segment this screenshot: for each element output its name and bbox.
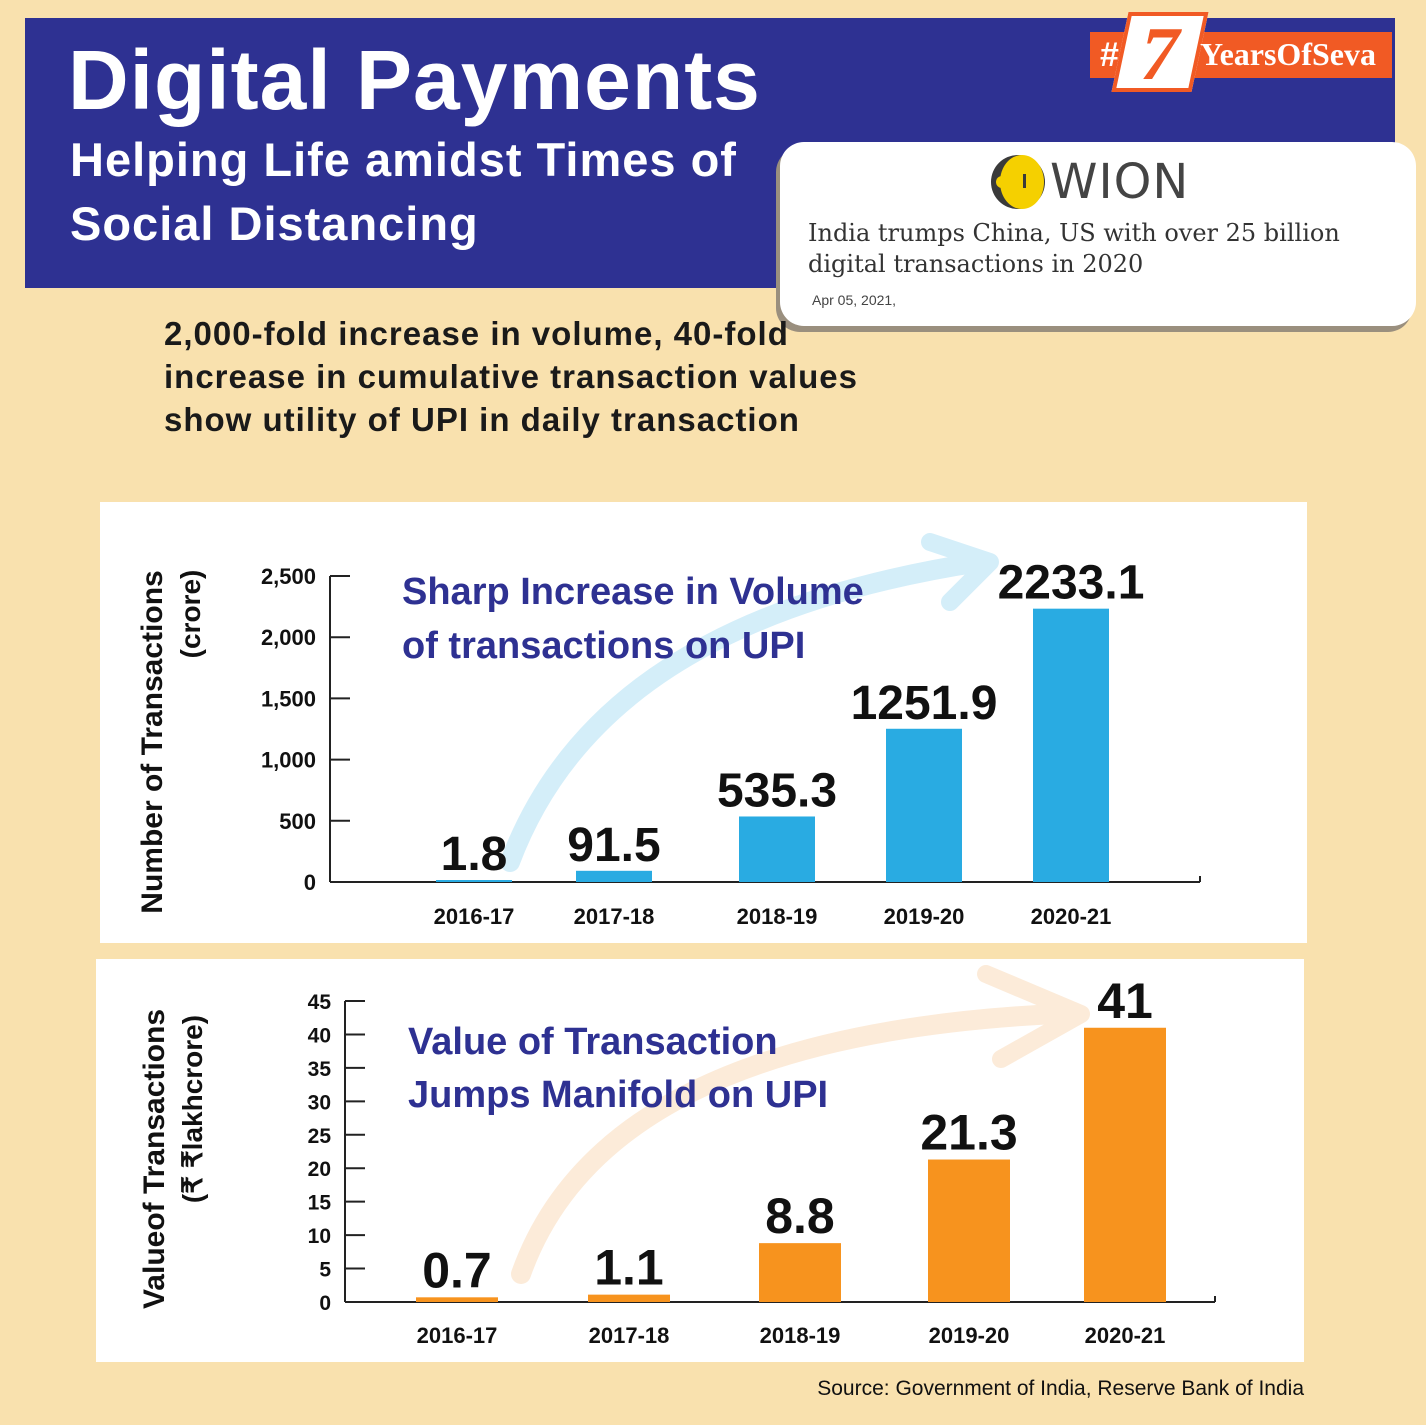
y-tick-label: 40 [308,1024,331,1047]
x-tick-label: 2018-19 [760,1323,841,1348]
badge-hash: # [1100,36,1119,74]
trend-arrow-curve [511,1004,1066,1284]
data-label: 1251.9 [851,677,998,730]
news-headline[interactable]: India trumps China, US with over 25 bill… [808,219,1340,278]
page-title: Digital Payments [68,33,761,127]
page-subtitle: Helping Life amidst Times of Social Dist… [70,133,737,250]
x-tick-label: 2017-18 [574,904,655,929]
value-chart: 0 5 10 15 20 25 30 35 40 45 Valueof Transactions (₹… [138,965,1216,1348]
wion-logo-text: WION [1050,154,1190,210]
x-tick-label: 2016-17 [417,1323,498,1348]
y-tick-label: 1,500 [261,686,316,711]
bar-2016-17 [416,1297,498,1302]
bar-2017-18 [576,870,652,882]
y-axis-label: Valueof Transactions [138,1009,171,1309]
chart-title-line: of transactions on UPI [402,625,805,667]
value-chart-card: 0 5 10 15 20 25 30 35 40 45 Valueof Transactions (₹… [96,959,1304,1362]
bar-2017-18 [588,1294,670,1302]
chart-title-line: Sharp Increase in Volume [402,571,864,613]
x-tick-label: 2016-17 [434,904,515,929]
y-axis-label: Number of Transactions [136,570,169,913]
news-date: Apr 05, 2021, [812,292,897,308]
source-note: Source: Government of India, Reserve Ban… [817,1377,1304,1400]
y-tick-label: 2,000 [261,625,316,650]
data-label: 0.7 [422,1242,492,1298]
bar-2020-21 [1033,608,1109,882]
x-tick-label: 2018-19 [737,904,818,929]
y-tick-label: 30 [308,1091,331,1114]
trend-arrow-head [921,533,999,611]
y-tick-label: 10 [308,1225,331,1248]
y-tick-label: 1,000 [261,748,316,773]
badge-text: YearsOfSeva [1200,36,1376,72]
chart-title-line: Value of Transaction [408,1021,778,1063]
intro-text: 2,000-fold increase in volume, 40-fold i… [164,315,858,438]
y-tick-label: 2,500 [261,564,316,589]
bar-2018-19 [739,816,815,882]
wion-globe-icon [991,155,1045,209]
y-axis-unit: (₹ ₹lakhcrore) [177,1015,208,1203]
y-tick-label: 45 [308,991,332,1014]
y-tick-label: 20 [308,1158,331,1181]
wion-logo: WION [990,152,1189,212]
y-tick-label: 0 [304,870,316,895]
x-tick-label: 2019-20 [929,1323,1010,1348]
y-axis-unit: (crore) [175,570,206,659]
data-label: 21.3 [920,1105,1017,1161]
trend-arrow-curve [500,552,990,872]
data-label: 8.8 [765,1188,835,1244]
data-label: 1.8 [441,828,508,881]
x-tick-label: 2017-18 [589,1323,670,1348]
data-label: 2233.1 [998,557,1145,610]
y-tick-label: 500 [279,809,316,834]
y-tick-label: 15 [308,1192,332,1215]
data-label: 1.1 [594,1240,664,1296]
data-label: 41 [1097,973,1153,1029]
news-card [780,142,1416,326]
bar-2019-20 [886,728,962,882]
data-label: 91.5 [567,819,660,872]
x-tick-label: 2019-20 [884,904,965,929]
bar-2018-19 [759,1243,841,1302]
data-label: 535.3 [717,764,837,817]
x-tick-label: 2020-21 [1031,904,1112,929]
bar-2020-21 [1084,1027,1166,1302]
bar-2016-17 [436,880,512,882]
volume-chart: 0 500 1,000 1,500 2,000 2,500 Number of Transa… [136,533,1201,929]
x-tick-label: 2020-21 [1085,1323,1166,1348]
y-tick-label: 5 [319,1259,331,1282]
y-tick-label: 25 [308,1125,332,1148]
y-tick-label: 35 [308,1058,332,1081]
y-tick-label: 0 [319,1292,331,1315]
trend-arrow-head [977,965,1090,1068]
badge-number: 7 [1111,12,1209,96]
chart-title-line: Jumps Manifold on UPI [408,1074,828,1116]
volume-chart-card: 0 500 1,000 1,500 2,000 2,500 Number of Transa… [100,502,1307,943]
bar-2019-20 [928,1159,1010,1302]
